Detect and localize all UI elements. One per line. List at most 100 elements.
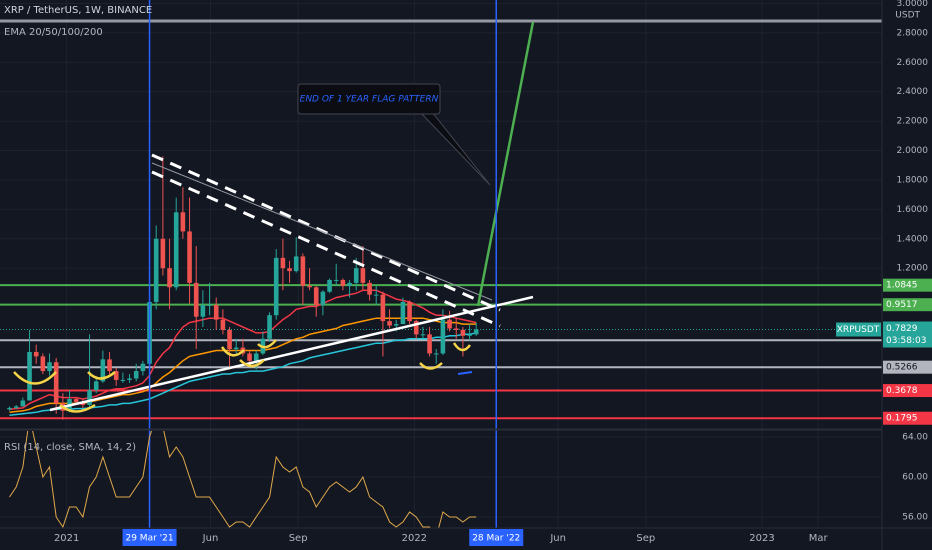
candle-body bbox=[227, 329, 232, 350]
x-tick-label: Sep bbox=[636, 533, 655, 544]
candle-body bbox=[127, 378, 132, 380]
candle-body bbox=[293, 256, 299, 272]
x-tick-label: 2021 bbox=[54, 533, 79, 544]
x-tick-label: 2023 bbox=[749, 533, 774, 544]
candle-body bbox=[200, 304, 206, 317]
candle-body bbox=[133, 371, 139, 379]
level-label: 0.3678 bbox=[886, 386, 918, 396]
y-tick-label: 2.4000 bbox=[897, 87, 929, 97]
candle-body bbox=[220, 319, 226, 330]
curve bbox=[59, 403, 96, 413]
candle-body bbox=[393, 324, 399, 326]
x-tick-label: Jun bbox=[202, 533, 219, 544]
x-tick-label: 2022 bbox=[402, 533, 427, 544]
level-label-bg bbox=[883, 298, 932, 312]
candle-body bbox=[120, 379, 126, 381]
y-tick-label: 2.0000 bbox=[897, 146, 929, 156]
symbol-label: XRPUSDT bbox=[837, 325, 880, 335]
candle-body bbox=[87, 390, 92, 405]
markers bbox=[148, 0, 497, 528]
candle-body bbox=[107, 359, 112, 372]
candle-body bbox=[327, 279, 332, 292]
chart-title: XRP / TetherUS, 1W, BINANCE bbox=[4, 5, 152, 16]
candle-body bbox=[187, 231, 192, 283]
candle-body bbox=[453, 328, 459, 330]
candle-body bbox=[287, 268, 292, 272]
candle-body bbox=[353, 268, 359, 283]
candle-body bbox=[213, 304, 219, 320]
candle-body bbox=[193, 282, 199, 317]
candle-body bbox=[347, 282, 352, 286]
candle-body bbox=[360, 268, 366, 283]
y-tick-label: 1.4000 bbox=[897, 234, 929, 244]
x-tick-label: Sep bbox=[289, 533, 308, 544]
drawings: END OF 1 YEAR FLAG PATTERN bbox=[13, 21, 535, 413]
candle-body bbox=[447, 319, 452, 329]
symbol-label-bg bbox=[836, 322, 881, 337]
candle-body bbox=[207, 304, 212, 306]
y-tick-label: 1.8000 bbox=[897, 175, 929, 185]
current-price-bg bbox=[883, 321, 932, 348]
levels bbox=[0, 284, 882, 420]
candle-body bbox=[373, 294, 379, 296]
candle-body bbox=[20, 400, 26, 407]
candle-body bbox=[153, 238, 159, 302]
marker-label: 29 Mar '21 bbox=[125, 534, 173, 544]
trend-line bbox=[151, 162, 493, 301]
y-tick-label: 3.0000 bbox=[897, 0, 929, 9]
candle-body bbox=[47, 362, 52, 372]
y-tick-label: 1.2000 bbox=[897, 264, 929, 274]
curve bbox=[419, 362, 443, 370]
y-tick-label: 2.8000 bbox=[897, 28, 929, 38]
candle-body bbox=[380, 294, 386, 322]
candle-body bbox=[140, 363, 146, 372]
candle-body bbox=[167, 268, 172, 288]
smile-curves bbox=[13, 339, 472, 413]
countdown: 03:58:03 bbox=[886, 336, 926, 346]
candle-body bbox=[100, 359, 106, 382]
candle-body bbox=[180, 212, 186, 232]
level-label: 0.9517 bbox=[886, 300, 918, 310]
candle-body bbox=[267, 315, 272, 339]
price-scale-bg bbox=[882, 0, 932, 550]
y-tick-label: 1.6000 bbox=[897, 205, 929, 215]
x-tick-label: Jun bbox=[549, 533, 566, 544]
rsi-line bbox=[9, 431, 477, 528]
candle-body bbox=[280, 257, 286, 269]
target-line bbox=[476, 21, 535, 307]
candle-body bbox=[307, 285, 312, 288]
y-tick-label: 2.2000 bbox=[897, 117, 929, 127]
candle-body bbox=[340, 279, 346, 286]
resistance-dashed bbox=[151, 153, 501, 312]
candle-body bbox=[400, 301, 406, 325]
marker-label-bg bbox=[122, 529, 177, 546]
rsi-pane bbox=[9, 431, 477, 528]
candle-body bbox=[367, 282, 372, 295]
indicator-label: EMA 20/50/100/200 bbox=[4, 27, 103, 38]
candle-body bbox=[40, 356, 46, 372]
small-line bbox=[457, 371, 473, 375]
level-label-bg bbox=[883, 411, 932, 425]
candle-body bbox=[27, 351, 32, 401]
candle-body bbox=[233, 347, 239, 350]
curve bbox=[239, 359, 265, 368]
candle-body bbox=[300, 256, 306, 286]
candle-body bbox=[113, 371, 119, 380]
curve bbox=[452, 342, 472, 352]
candle-body bbox=[247, 353, 252, 361]
support-line bbox=[49, 295, 534, 412]
currency: USDT bbox=[895, 11, 920, 21]
level-label-bg bbox=[883, 360, 932, 374]
resistance-dashed bbox=[151, 170, 501, 328]
candle-body bbox=[53, 362, 59, 404]
candle-body bbox=[273, 257, 279, 316]
level-label: 1.0845 bbox=[886, 281, 918, 291]
callout-box bbox=[297, 83, 441, 115]
rsi-tick-label: 56.00 bbox=[902, 513, 928, 523]
rsi-label: RSI (14, close, SMA, 14, 2) bbox=[4, 442, 136, 453]
candle-body bbox=[173, 212, 179, 288]
candle-body bbox=[433, 353, 439, 355]
rsi-tick-label: 60.00 bbox=[902, 473, 928, 483]
axes: 3.0000 2.8000 2.6000 2.4000 2.2000 2.0000 1.80… bbox=[54, 0, 932, 546]
